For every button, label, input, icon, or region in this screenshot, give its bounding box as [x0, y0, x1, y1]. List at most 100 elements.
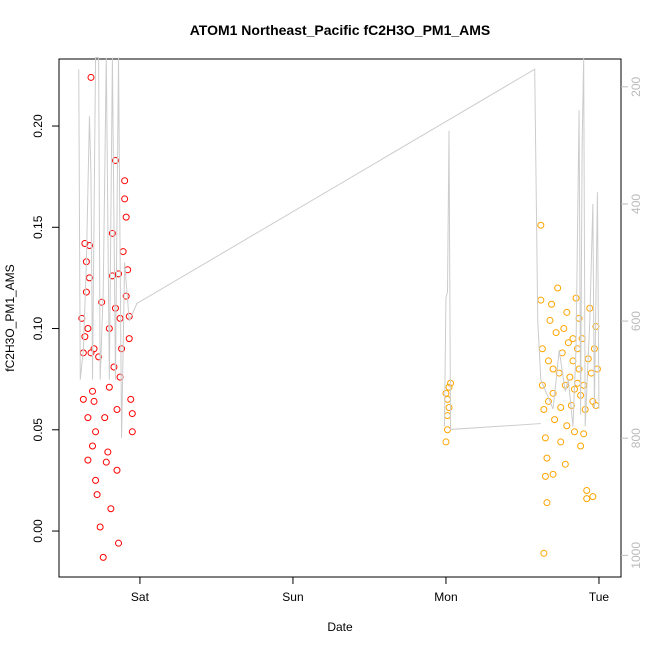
point — [121, 177, 129, 185]
point — [551, 416, 559, 424]
y-tick-label: 0.05 — [31, 418, 45, 442]
y2-tick-label: 400 — [629, 194, 643, 214]
x-tick-label: Sat — [131, 590, 150, 604]
point — [98, 298, 106, 306]
y-tick-label: 0.20 — [31, 114, 45, 138]
point — [85, 274, 93, 282]
point — [127, 395, 135, 403]
point — [87, 73, 95, 81]
point — [122, 292, 130, 300]
point — [572, 294, 580, 302]
point — [557, 438, 565, 446]
point — [563, 422, 571, 430]
point — [583, 487, 591, 495]
point — [570, 428, 578, 436]
point — [113, 466, 121, 474]
point — [541, 434, 549, 442]
point — [105, 383, 113, 391]
point — [583, 495, 591, 503]
point — [89, 387, 97, 395]
point — [116, 314, 124, 322]
point — [111, 156, 119, 164]
point — [92, 428, 100, 436]
point — [580, 430, 588, 438]
point — [552, 329, 560, 337]
point — [118, 345, 126, 353]
y2-tick-label: 1000 — [629, 542, 643, 569]
point — [93, 491, 101, 499]
point — [564, 339, 572, 347]
point — [548, 300, 556, 308]
point — [557, 404, 565, 412]
point — [566, 373, 574, 381]
point — [115, 270, 123, 278]
point — [122, 213, 130, 221]
point — [121, 195, 129, 203]
point — [445, 404, 453, 412]
x-tick-label: Mon — [434, 590, 457, 604]
y2-tick-label: 800 — [629, 428, 643, 448]
point — [549, 389, 557, 397]
point — [99, 553, 107, 561]
pressure-line — [78, 57, 600, 439]
point — [95, 353, 103, 361]
point — [111, 304, 119, 312]
point — [90, 397, 98, 405]
point — [89, 442, 97, 450]
point — [115, 539, 123, 547]
point — [84, 414, 92, 422]
point — [540, 406, 548, 414]
point — [540, 549, 548, 557]
point — [82, 288, 90, 296]
point — [563, 308, 571, 316]
point — [96, 523, 104, 531]
point — [79, 395, 87, 403]
point — [554, 284, 562, 292]
x-axis-label: Date — [327, 620, 353, 634]
plot-frame — [58, 58, 622, 578]
point — [445, 383, 453, 391]
point — [589, 493, 597, 501]
point — [125, 335, 133, 343]
point — [113, 406, 121, 414]
x-tick-label: Sun — [282, 590, 303, 604]
point — [560, 325, 568, 333]
point — [92, 476, 100, 484]
point — [102, 458, 110, 466]
point — [544, 357, 552, 365]
x-tick-label: Tue — [589, 590, 610, 604]
point — [90, 345, 98, 353]
point — [128, 410, 136, 418]
point — [108, 229, 116, 237]
y2-tick-label: 200 — [629, 76, 643, 96]
point — [577, 442, 585, 450]
point — [561, 460, 569, 468]
y-axis-label: fC2H3O_PM1_AMS — [3, 264, 17, 371]
y-tick-label: 0.00 — [31, 519, 45, 543]
point — [128, 428, 136, 436]
point — [84, 456, 92, 464]
point — [549, 365, 557, 373]
point — [104, 448, 112, 456]
chart-title: ATOM1 Northeast_Pacific fC2H3O_PM1_AMS — [190, 22, 491, 38]
point — [107, 505, 115, 513]
point — [110, 363, 118, 371]
point — [81, 239, 89, 247]
point — [442, 438, 450, 446]
point — [543, 499, 551, 507]
point — [543, 454, 551, 462]
point — [84, 325, 92, 333]
y-tick-label: 0.10 — [31, 317, 45, 341]
point — [537, 221, 545, 229]
point — [81, 333, 89, 341]
y-tick-label: 0.15 — [31, 215, 45, 239]
point — [546, 316, 554, 324]
point — [101, 414, 109, 422]
y2-tick-label: 600 — [629, 311, 643, 331]
point — [575, 365, 583, 373]
point — [108, 272, 116, 280]
point — [541, 472, 549, 480]
point — [549, 470, 557, 478]
